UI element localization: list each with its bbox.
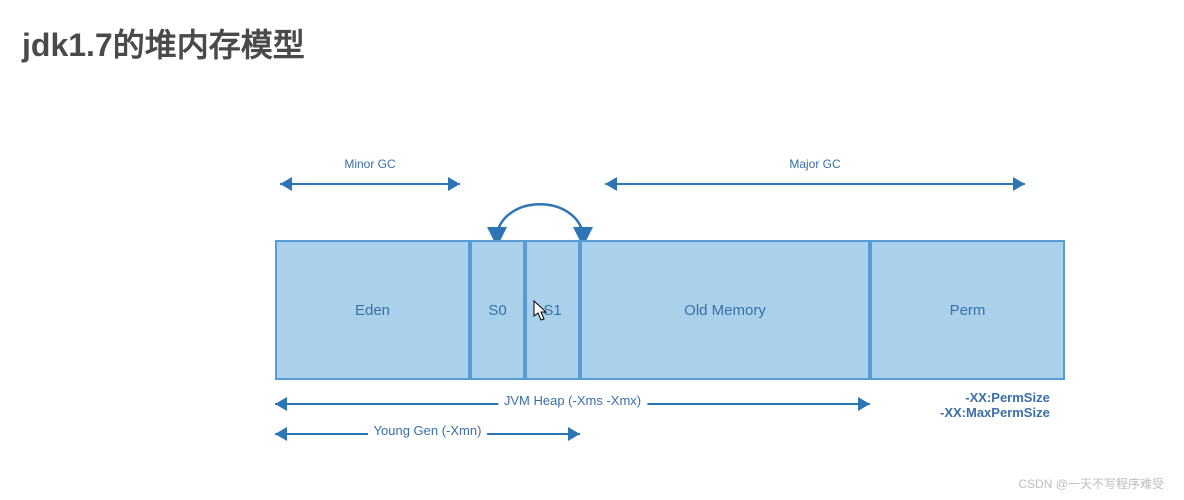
minor-gc-label: Minor GC <box>280 157 460 171</box>
major-gc-range: Major GC <box>605 175 1025 205</box>
s0-s1-swap-arrow <box>485 195 595 245</box>
watermark: CSDN @一天不写程序难受 <box>1018 475 1164 492</box>
arrow-left-icon <box>605 177 617 191</box>
arrow-left-icon <box>280 177 292 191</box>
mouse-cursor-icon <box>533 300 549 322</box>
minor-gc-line <box>280 183 460 185</box>
perm-size-option: -XX:PermSize <box>940 390 1050 405</box>
arrow-left-icon <box>275 427 287 441</box>
jvm-heap-range: JVM Heap (-Xms -Xmx) <box>275 395 870 425</box>
old-memory-box: Old Memory <box>580 240 870 380</box>
arrow-right-icon <box>448 177 460 191</box>
minor-gc-range: Minor GC <box>280 175 460 205</box>
perm-options: -XX:PermSize -XX:MaxPermSize <box>940 390 1050 420</box>
young-gen-label: Young Gen (-Xmn) <box>368 423 488 438</box>
max-perm-size-option: -XX:MaxPermSize <box>940 405 1050 420</box>
arrow-right-icon <box>568 427 580 441</box>
arrow-left-icon <box>275 397 287 411</box>
memory-boxes: Eden S0 S1 Old Memory Perm <box>275 240 1065 380</box>
perm-box: Perm <box>870 240 1065 380</box>
young-gen-range: Young Gen (-Xmn) <box>275 425 580 455</box>
jvm-heap-label: JVM Heap (-Xms -Xmx) <box>498 393 647 408</box>
page-title: jdk1.7的堆内存模型 <box>22 20 305 66</box>
arrow-right-icon <box>1013 177 1025 191</box>
major-gc-line <box>605 183 1025 185</box>
arrow-right-icon <box>858 397 870 411</box>
eden-box: Eden <box>275 240 470 380</box>
major-gc-label: Major GC <box>605 157 1025 171</box>
s0-box: S0 <box>470 240 525 380</box>
